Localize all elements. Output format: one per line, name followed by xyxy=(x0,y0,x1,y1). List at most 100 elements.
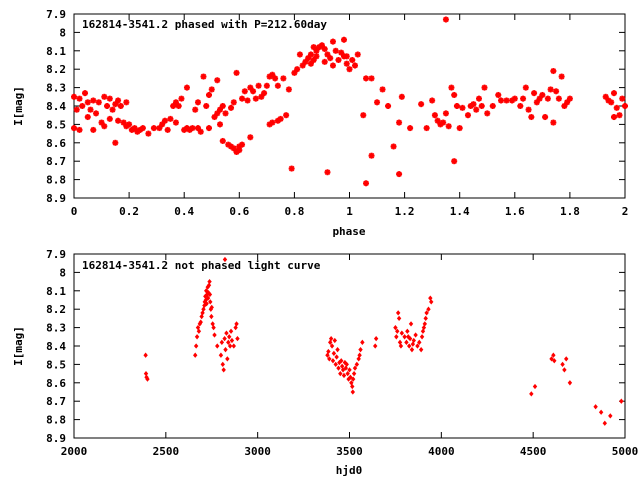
unphased-data-point xyxy=(405,328,410,334)
phased-x-tick-label: 0 xyxy=(71,205,78,218)
phased-data-point xyxy=(464,112,471,119)
phased-y-axis-label: I[mag] xyxy=(12,86,25,126)
unphased-y-tick-label: 8.6 xyxy=(46,377,66,390)
unphased-data-point xyxy=(350,389,356,395)
phased-data-point xyxy=(217,121,224,128)
phased-data-point xyxy=(481,84,488,91)
phased-data-point xyxy=(321,58,328,65)
phased-data-point xyxy=(145,130,152,137)
phased-data-point xyxy=(280,75,287,82)
unphased-data-point xyxy=(235,336,240,342)
unphased-data-point xyxy=(409,347,415,353)
phased-data-point xyxy=(511,95,518,102)
phased-data-point xyxy=(478,103,485,109)
phased-data-point xyxy=(418,101,425,108)
unphased-data-point xyxy=(598,409,604,415)
phased-data-point xyxy=(236,147,243,154)
unphased-y-tick-label: 8.8 xyxy=(46,414,66,427)
phased-data-point xyxy=(214,77,221,84)
phased-data-point xyxy=(82,90,89,97)
unphased-y-tick-label: 8 xyxy=(59,266,66,279)
phased-data-point xyxy=(247,84,254,91)
phased-y-tick-label: 8.4 xyxy=(46,100,66,113)
unphased-data-point xyxy=(219,339,225,345)
unphased-data-point xyxy=(207,291,213,298)
unphased-data-point xyxy=(209,313,214,320)
phased-data-point xyxy=(84,114,91,121)
unphased-data-point xyxy=(335,347,340,353)
phased-data-point xyxy=(390,143,397,150)
phased-data-point xyxy=(503,97,510,104)
unphased-data-point xyxy=(562,367,567,373)
unphased-x-tick-label: 2000 xyxy=(61,445,88,458)
phased-data-point xyxy=(445,123,452,130)
unphased-data-point xyxy=(354,361,360,368)
phased-data-point xyxy=(349,57,356,63)
phased-data-point xyxy=(139,125,146,132)
phased-data-point xyxy=(453,103,460,109)
phased-data-point xyxy=(90,97,97,104)
phased-x-tick-label: 0.2 xyxy=(119,205,139,218)
phased-data-point xyxy=(228,104,235,111)
phased-data-point xyxy=(87,106,94,113)
phased-data-point xyxy=(473,106,480,113)
phased-data-point xyxy=(459,104,466,111)
phased-data-point xyxy=(131,125,138,132)
phased-data-point xyxy=(398,93,405,100)
phased-data-point xyxy=(525,106,532,113)
phased-x-tick-label: 0.6 xyxy=(229,205,249,218)
phased-data-point xyxy=(448,84,455,91)
phased-x-tick-label: 1.6 xyxy=(505,205,525,218)
phased-data-point xyxy=(296,51,303,58)
unphased-y-tick-label: 8.3 xyxy=(46,322,66,335)
phased-data-point xyxy=(123,99,130,106)
unphased-data-point xyxy=(220,361,225,368)
phased-data-point xyxy=(310,57,317,63)
phased-data-point xyxy=(194,125,201,132)
phased-data-point xyxy=(368,75,375,82)
phased-data-point xyxy=(531,90,538,97)
phased-y-tick-label: 8.3 xyxy=(46,82,66,95)
phased-data-point xyxy=(429,97,436,104)
phased-data-point xyxy=(616,112,623,119)
unphased-data-point xyxy=(419,334,425,340)
phased-data-point xyxy=(310,44,317,51)
unphased-data-point xyxy=(222,336,227,342)
phased-x-tick-label: 0.4 xyxy=(174,205,194,218)
phased-data-point xyxy=(197,128,204,135)
unphased-x-tick-label: 2500 xyxy=(153,445,180,458)
phased-data-point xyxy=(374,99,381,106)
unphased-data-point xyxy=(209,304,214,310)
unphased-data-point xyxy=(212,332,217,338)
phased-data-point xyxy=(115,117,122,124)
phased-data-point xyxy=(550,68,557,75)
unphased-data-point xyxy=(338,370,343,377)
unphased-data-point xyxy=(339,358,344,364)
unphased-data-point xyxy=(332,337,338,344)
phased-data-point xyxy=(272,75,279,82)
phased-data-point xyxy=(343,53,350,60)
unphased-data-points xyxy=(143,256,624,426)
phased-data-point xyxy=(539,91,546,98)
phased-data-point xyxy=(431,112,438,119)
phased-axis-ticks: 0 0.2 0.4 0.6 0.8 1 1.2 1.4 1.6 1.8 2 7.9 8 8.1 8.2 8.3… xyxy=(46,8,628,218)
unphased-data-point xyxy=(394,334,399,340)
phased-data-point xyxy=(288,165,295,172)
unphased-data-point xyxy=(223,347,228,353)
phased-data-point xyxy=(619,95,626,102)
unphased-data-point xyxy=(373,343,378,349)
phased-data-point xyxy=(172,119,179,126)
phased-data-point xyxy=(90,126,97,133)
phased-data-point xyxy=(489,103,496,109)
unphased-y-tick-label: 8.2 xyxy=(46,303,66,316)
phased-x-tick-label: 0.8 xyxy=(284,205,304,218)
unphased-data-point xyxy=(560,361,565,368)
unphased-data-point xyxy=(393,324,398,331)
unphased-data-point xyxy=(208,299,213,305)
unphased-data-point xyxy=(341,372,347,379)
phased-data-point xyxy=(93,110,100,117)
unphased-data-point xyxy=(406,343,412,349)
phased-data-point xyxy=(536,95,543,102)
phased-data-point xyxy=(205,125,212,132)
phased-data-point xyxy=(360,112,367,119)
